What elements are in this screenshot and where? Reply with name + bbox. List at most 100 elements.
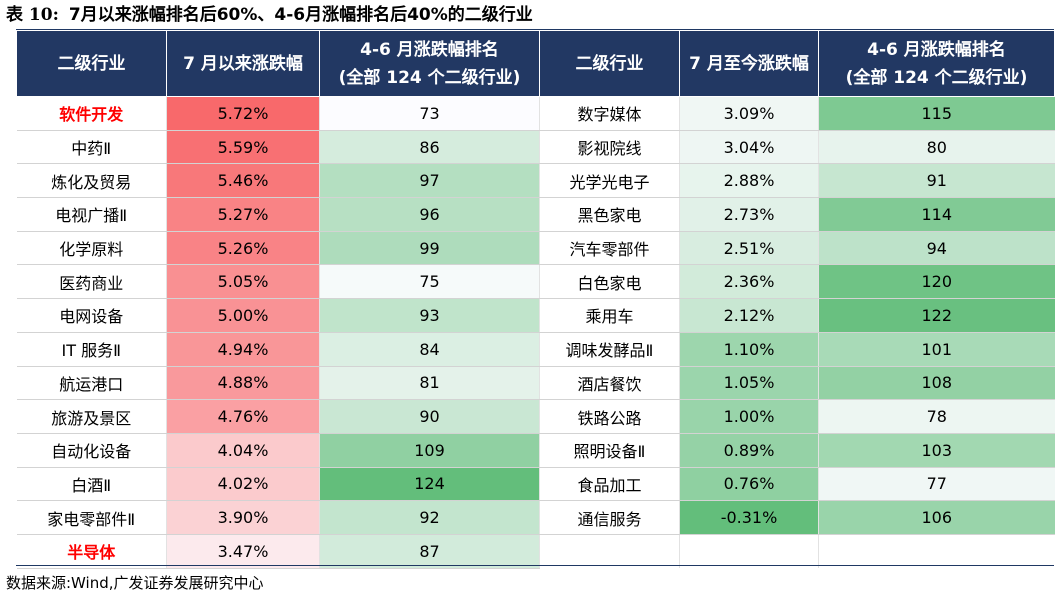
change-cell: 3.04%	[679, 130, 819, 165]
industry-name: 铁路公路	[539, 399, 680, 434]
header-row: 二级行业 7 月以来涨跌幅 4-6 月涨跌幅排名 (全部 124 个二级行业) …	[16, 31, 1055, 97]
header-rank-left: 4-6 月涨跌幅排名 (全部 124 个二级行业)	[319, 31, 540, 97]
change-cell: 2.12%	[679, 298, 819, 333]
rank-cell: 93	[319, 298, 540, 333]
industry-name: 炼化及贸易	[16, 163, 167, 199]
table-row: 中药Ⅱ 5.59% 86 影视院线 3.04% 80	[16, 130, 1055, 165]
industry-name: 光学光电子	[539, 163, 680, 199]
change-cell: 5.26%	[166, 231, 320, 266]
change-cell: 4.76%	[166, 399, 320, 434]
empty-cell	[818, 534, 1055, 569]
table-row: 航运港口 4.88% 81 酒店餐饮 1.05% 108	[16, 366, 1055, 401]
change-cell: 2.51%	[679, 231, 819, 266]
table-row: IT 服务Ⅱ 4.94% 84 调味发酵品Ⅱ 1.10% 101	[16, 332, 1055, 367]
rank-cell: 90	[319, 399, 540, 434]
change-cell: 3.90%	[166, 500, 320, 535]
rank-cell: 91	[818, 163, 1055, 199]
change-cell: 2.36%	[679, 264, 819, 300]
change-cell: 4.04%	[166, 433, 320, 468]
change-cell: 5.05%	[166, 264, 320, 300]
industry-name: 通信服务	[539, 500, 680, 535]
rank-cell: 124	[319, 467, 540, 502]
industry-name: 软件开发	[16, 96, 167, 131]
rank-cell: 92	[319, 500, 540, 535]
industry-name: 中药Ⅱ	[16, 130, 167, 165]
table-row: 自动化设备 4.04% 109 照明设备Ⅱ 0.89% 103	[16, 433, 1055, 468]
table-number: 表 10:	[6, 5, 59, 25]
table-title-text: 7月以来涨幅排名后60%、4-6月涨幅排名后40%的二级行业	[68, 5, 533, 25]
industry-name: 半导体	[16, 534, 167, 569]
header-industry-left: 二级行业	[16, 31, 167, 97]
source-note: 数据来源:Wind,广发证券发展研究中心	[6, 574, 264, 592]
industry-name: 食品加工	[539, 467, 680, 502]
industry-name: 旅游及景区	[16, 399, 167, 434]
table-row: 医药商业 5.05% 75 白色家电 2.36% 120	[16, 264, 1055, 300]
table-row: 家电零部件Ⅱ 3.90% 92 通信服务 -0.31% 106	[16, 500, 1055, 535]
change-cell: 5.72%	[166, 96, 320, 131]
header-rank-line2: (全部 124 个二级行业)	[845, 67, 1028, 88]
change-cell: 3.09%	[679, 96, 819, 131]
table-row: 半导体 3.47% 87	[16, 534, 1055, 569]
change-cell: 5.46%	[166, 163, 320, 199]
industry-name: 黑色家电	[539, 197, 680, 232]
rank-cell: 86	[319, 130, 540, 165]
rank-cell: 120	[818, 264, 1055, 300]
change-cell: 4.88%	[166, 366, 320, 401]
industry-name: IT 服务Ⅱ	[16, 332, 167, 367]
rank-cell: 87	[319, 534, 540, 569]
industry-name: 自动化设备	[16, 433, 167, 468]
rank-cell: 81	[319, 366, 540, 401]
rank-cell: 84	[319, 332, 540, 367]
empty-cell	[539, 534, 680, 569]
rank-cell: 109	[319, 433, 540, 468]
industry-name: 照明设备Ⅱ	[539, 433, 680, 468]
industry-name: 电网设备	[16, 298, 167, 333]
header-rank-line1: 4-6 月涨跌幅排名	[867, 39, 1006, 60]
table-row: 旅游及景区 4.76% 90 铁路公路 1.00% 78	[16, 399, 1055, 434]
table-row: 软件开发 5.72% 73 数字媒体 3.09% 115	[16, 96, 1055, 131]
header-rank-line1: 4-6 月涨跌幅排名	[360, 39, 499, 60]
industry-name: 酒店餐饮	[539, 366, 680, 401]
header-change-left: 7 月以来涨跌幅	[166, 31, 320, 97]
rank-cell: 108	[818, 366, 1055, 401]
change-cell: 5.59%	[166, 130, 320, 165]
rank-cell: 99	[319, 231, 540, 266]
rank-cell: 78	[818, 399, 1055, 434]
header-change-right: 7 月至今涨跌幅	[679, 31, 819, 97]
change-cell: 4.94%	[166, 332, 320, 367]
industry-name: 电视广播Ⅱ	[16, 197, 167, 232]
change-cell: 2.88%	[679, 163, 819, 199]
rank-cell: 114	[818, 197, 1055, 232]
table-row: 化学原料 5.26% 99 汽车零部件 2.51% 94	[16, 231, 1055, 266]
rank-cell: 103	[818, 433, 1055, 468]
industry-name: 调味发酵品Ⅱ	[539, 332, 680, 367]
header-industry-right: 二级行业	[539, 31, 680, 97]
rank-cell: 73	[319, 96, 540, 131]
change-cell: 0.76%	[679, 467, 819, 502]
change-cell: 4.02%	[166, 467, 320, 502]
industry-table: 二级行业 7 月以来涨跌幅 4-6 月涨跌幅排名 (全部 124 个二级行业) …	[16, 31, 1055, 569]
table-title: 表 10: 7月以来涨幅排名后60%、4-6月涨幅排名后40%的二级行业	[6, 3, 533, 27]
rank-cell: 96	[319, 197, 540, 232]
rank-cell: 101	[818, 332, 1055, 367]
change-cell: -0.31%	[679, 500, 819, 535]
header-rank-line2: (全部 124 个二级行业)	[338, 67, 521, 88]
rank-cell: 122	[818, 298, 1055, 333]
rank-cell: 75	[319, 264, 540, 300]
industry-name: 白色家电	[539, 264, 680, 300]
table-body: 软件开发 5.72% 73 数字媒体 3.09% 115 中药Ⅱ 5.59% 86 影视院线 3.0…	[16, 96, 1055, 569]
rank-cell: 94	[818, 231, 1055, 266]
rank-cell: 80	[818, 130, 1055, 165]
industry-name: 数字媒体	[539, 96, 680, 131]
change-cell: 3.47%	[166, 534, 320, 569]
industry-name: 家电零部件Ⅱ	[16, 500, 167, 535]
table-row: 炼化及贸易 5.46% 97 光学光电子 2.88% 91	[16, 163, 1055, 199]
empty-cell	[679, 534, 819, 569]
table-row: 电网设备 5.00% 93 乘用车 2.12% 122	[16, 298, 1055, 333]
bottom-rule	[16, 565, 1054, 566]
table-row: 白酒Ⅱ 4.02% 124 食品加工 0.76% 77	[16, 467, 1055, 502]
rank-cell: 106	[818, 500, 1055, 535]
change-cell: 1.05%	[679, 366, 819, 401]
change-cell: 5.27%	[166, 197, 320, 232]
rank-cell: 97	[319, 163, 540, 199]
